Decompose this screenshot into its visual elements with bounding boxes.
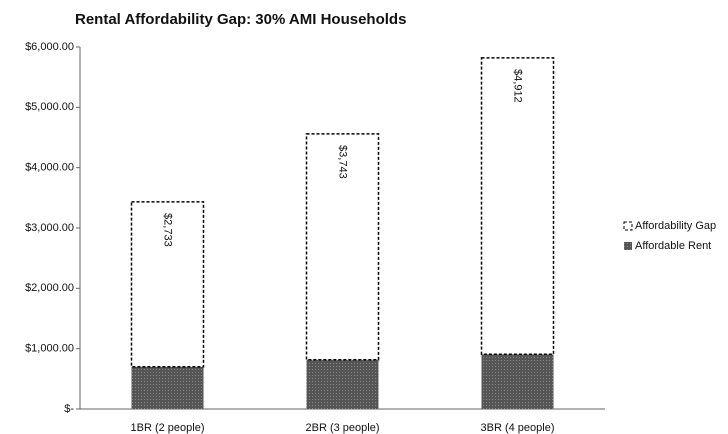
y-tick-label: $-	[64, 403, 74, 415]
y-tick-label: $2,000.00	[25, 282, 74, 294]
bar-segment	[480, 57, 555, 355]
data-label: $2,733	[162, 213, 174, 247]
bar-segment	[130, 201, 205, 368]
legend-swatch	[623, 221, 633, 231]
x-tick-label: 3BR (4 people)	[481, 422, 555, 434]
bar-segment	[305, 133, 380, 361]
y-tick-label: $5,000.00	[25, 101, 74, 113]
legend-label: Affordability Gap	[635, 220, 716, 232]
data-label: $3,743	[337, 145, 349, 179]
y-tick-label: $1,000.00	[25, 343, 74, 355]
x-tick-label: 2BR (3 people)	[306, 422, 380, 434]
legend-label: Affordable Rent	[635, 240, 711, 252]
bar-segment	[306, 359, 379, 409]
y-tick-label: $3,000.00	[25, 222, 74, 234]
chart-title: Rental Affordability Gap: 30% AMI Househ…	[75, 11, 406, 28]
y-tick-label: $6,000.00	[25, 41, 74, 53]
legend-swatch	[624, 242, 632, 250]
bar-segment	[481, 354, 554, 409]
y-tick-label: $4,000.00	[25, 162, 74, 174]
data-label: $4,912	[512, 69, 524, 103]
x-tick-label: 1BR (2 people)	[131, 422, 205, 434]
bar-segment	[131, 366, 204, 409]
